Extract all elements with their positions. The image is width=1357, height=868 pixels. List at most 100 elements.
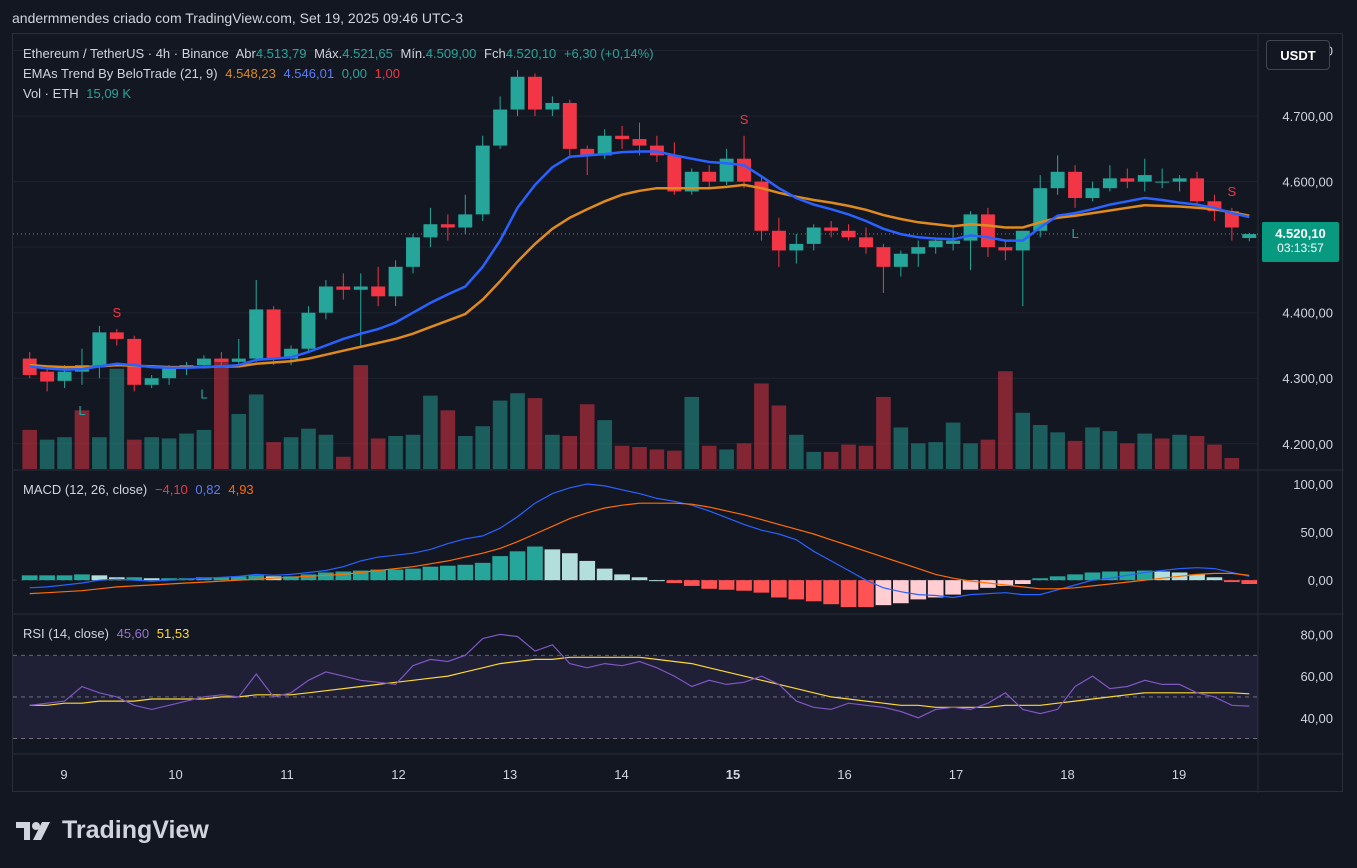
volume-bar: [910, 443, 926, 469]
macd-histogram-bar: [422, 566, 439, 581]
macd-histogram-bar: [596, 568, 613, 581]
candle-body: [859, 237, 873, 248]
candle-body: [162, 366, 177, 379]
candle-body: [876, 247, 891, 267]
volume-bar: [579, 404, 595, 469]
candle-body: [92, 332, 107, 366]
price-tick-label: 4.600,00: [1282, 175, 1333, 190]
candle-body: [440, 224, 455, 228]
macd-histogram-bar: [962, 580, 979, 590]
volume-bar: [161, 438, 177, 469]
volume-bar: [1067, 440, 1083, 469]
rsi-legend: RSI (14, close) 45,60 51,53: [23, 626, 193, 641]
candle-body: [893, 253, 908, 267]
volume-bar: [562, 436, 578, 469]
time-tick-label: 13: [503, 767, 517, 782]
volume-bar: [1189, 436, 1205, 469]
volume-bar: [736, 443, 752, 469]
macd-histogram-bar: [823, 580, 839, 605]
macd-v3: 4,93: [228, 482, 254, 497]
volume-bar: [1015, 412, 1031, 469]
candle-body: [388, 266, 403, 297]
volume-bar: [335, 456, 351, 469]
macd-histogram-bar: [666, 580, 683, 584]
candle-body: [1224, 211, 1239, 228]
candle-body: [40, 371, 55, 382]
macd-legend: MACD (12, 26, close) −4,10 0,82 4,93: [23, 482, 258, 497]
high-value: 4.521,65: [342, 46, 393, 61]
volume-bar: [231, 414, 247, 469]
volume-bar: [370, 438, 386, 469]
macd-histogram-bar: [701, 580, 718, 589]
candle-body: [336, 286, 351, 290]
candle-body: [1120, 178, 1135, 182]
macd-histogram-bar: [1084, 572, 1101, 581]
volume-bar: [545, 434, 560, 469]
candle-body: [911, 247, 926, 254]
volume-bar: [92, 437, 107, 469]
volume-bar: [492, 400, 508, 469]
macd-tick-label: 0,00: [1308, 573, 1333, 588]
volume-bar: [667, 450, 682, 469]
chart-frame[interactable]: 4.800,004.700,004.600,004.500,004.400,00…: [12, 33, 1344, 793]
macd-histogram-bar: [126, 577, 143, 581]
macd-histogram-bar: [683, 580, 700, 586]
long-signal-label: L: [78, 403, 85, 418]
candle-body: [737, 158, 752, 182]
time-tick-label: 11: [280, 767, 294, 782]
volume-bar: [1120, 443, 1135, 469]
volume-bar: [806, 451, 822, 469]
ema-v2: 4.546,01: [283, 66, 335, 81]
volume-bar: [980, 439, 996, 469]
chart-canvas[interactable]: 4.800,004.700,004.600,004.500,004.400,00…: [13, 34, 1344, 793]
candle-body: [127, 338, 142, 385]
macd-histogram-bar: [74, 574, 90, 581]
candle-body: [231, 358, 246, 362]
volume-bar: [1154, 438, 1170, 469]
time-tick-label: 17: [949, 767, 963, 782]
macd-histogram-bar: [1224, 580, 1240, 583]
macd-histogram-bar: [788, 580, 805, 600]
macd-histogram-bar: [527, 546, 543, 581]
volume-bar: [649, 449, 665, 469]
candle-body: [284, 348, 299, 359]
macd-histogram-bar: [1136, 570, 1153, 581]
volume-bar: [405, 434, 421, 469]
short-signal-label: S: [740, 112, 749, 127]
macd-histogram-bar: [1032, 578, 1049, 581]
open-value: 4.513,79: [255, 46, 307, 61]
candle-body: [615, 135, 630, 140]
candle-body: [353, 286, 368, 290]
candle-body: [963, 214, 978, 241]
volume-bar: [126, 439, 142, 469]
macd-histogram-bar: [579, 560, 596, 581]
rsi-line: [29, 633, 1250, 719]
candle-body: [667, 155, 682, 192]
time-tick-label: 14: [614, 767, 628, 782]
candle-body: [109, 332, 124, 339]
rsi-ma-line: [29, 656, 1250, 708]
macd-histogram-bar: [1014, 580, 1031, 584]
brand: TradingView: [16, 816, 209, 845]
close-label: Fch: [484, 46, 506, 61]
candle-body: [1102, 178, 1117, 189]
macd-histogram-bar: [21, 575, 38, 581]
volume-bar: [353, 365, 369, 469]
rsi-tick-label: 40,00: [1300, 711, 1333, 726]
macd-tick-label: 50,00: [1300, 525, 1333, 540]
macd-histogram-bar: [1154, 571, 1171, 581]
time-tick-label: 16: [837, 767, 851, 782]
volume-bar: [388, 436, 403, 469]
macd-histogram-bar: [649, 580, 665, 582]
macd-histogram-bar: [143, 578, 160, 581]
macd-histogram-bar: [753, 580, 770, 593]
macd-histogram-bar: [318, 572, 334, 581]
candle-body: [179, 365, 194, 367]
candle-body: [57, 371, 72, 381]
candle-body: [1068, 171, 1083, 199]
candle-body: [545, 102, 560, 110]
close-value: 4.520,10: [505, 46, 557, 61]
currency-button[interactable]: USDT: [1266, 40, 1330, 70]
volume-bar: [963, 443, 978, 469]
macd-histogram-bar: [457, 564, 474, 581]
